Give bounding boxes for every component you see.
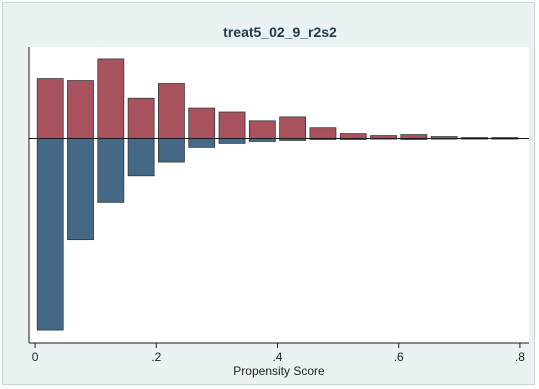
- x-tick-label: .4: [272, 350, 282, 364]
- x-tick-label: .6: [394, 350, 404, 364]
- bar-series-1-bin-1: [67, 138, 94, 241]
- x-tick-label: .2: [151, 350, 161, 364]
- bar-series-0-bin-5: [188, 107, 216, 139]
- bar-series-1-bin-6: [218, 138, 246, 144]
- bar-series-0-bin-0: [36, 78, 64, 139]
- chart-title: treat5_02_9_r2s2: [223, 24, 337, 40]
- bar-series-1-bin-5: [188, 138, 216, 148]
- bar-series-0-bin-1: [67, 80, 94, 139]
- chart-svg: treat5_02_9_r2s2 0 .2 .4 .6 .8 Propensity Sc…: [28, 24, 529, 378]
- bar-series-1-bin-0: [36, 138, 64, 331]
- bar-series-0-bin-6: [218, 111, 246, 139]
- bar-series-0-bin-7: [248, 120, 276, 139]
- bar-series-0-bin-10: [339, 133, 367, 139]
- bar-series-0-bin-8: [279, 116, 307, 139]
- bar-series-0-bin-3: [127, 97, 155, 139]
- bar-series-0-bin-9: [309, 127, 337, 139]
- x-ticks-group: 0 .2 .4 .6 .8: [32, 343, 525, 364]
- bars-group: [36, 58, 519, 331]
- bar-series-1-bin-4: [158, 138, 185, 163]
- bar-series-0-bin-12: [400, 134, 428, 139]
- bar-series-0-bin-4: [158, 83, 185, 139]
- x-tick-label: 0: [32, 350, 39, 364]
- x-axis-title: Propensity Score: [233, 364, 325, 378]
- bar-series-1-bin-3: [127, 138, 155, 177]
- bar-series-1-bin-2: [97, 138, 125, 203]
- chart-frame: treat5_02_9_r2s2 0 .2 .4 .6 .8 Propensity Sc…: [2, 2, 535, 385]
- bar-series-0-bin-2: [97, 58, 125, 139]
- x-tick-label: .8: [515, 350, 525, 364]
